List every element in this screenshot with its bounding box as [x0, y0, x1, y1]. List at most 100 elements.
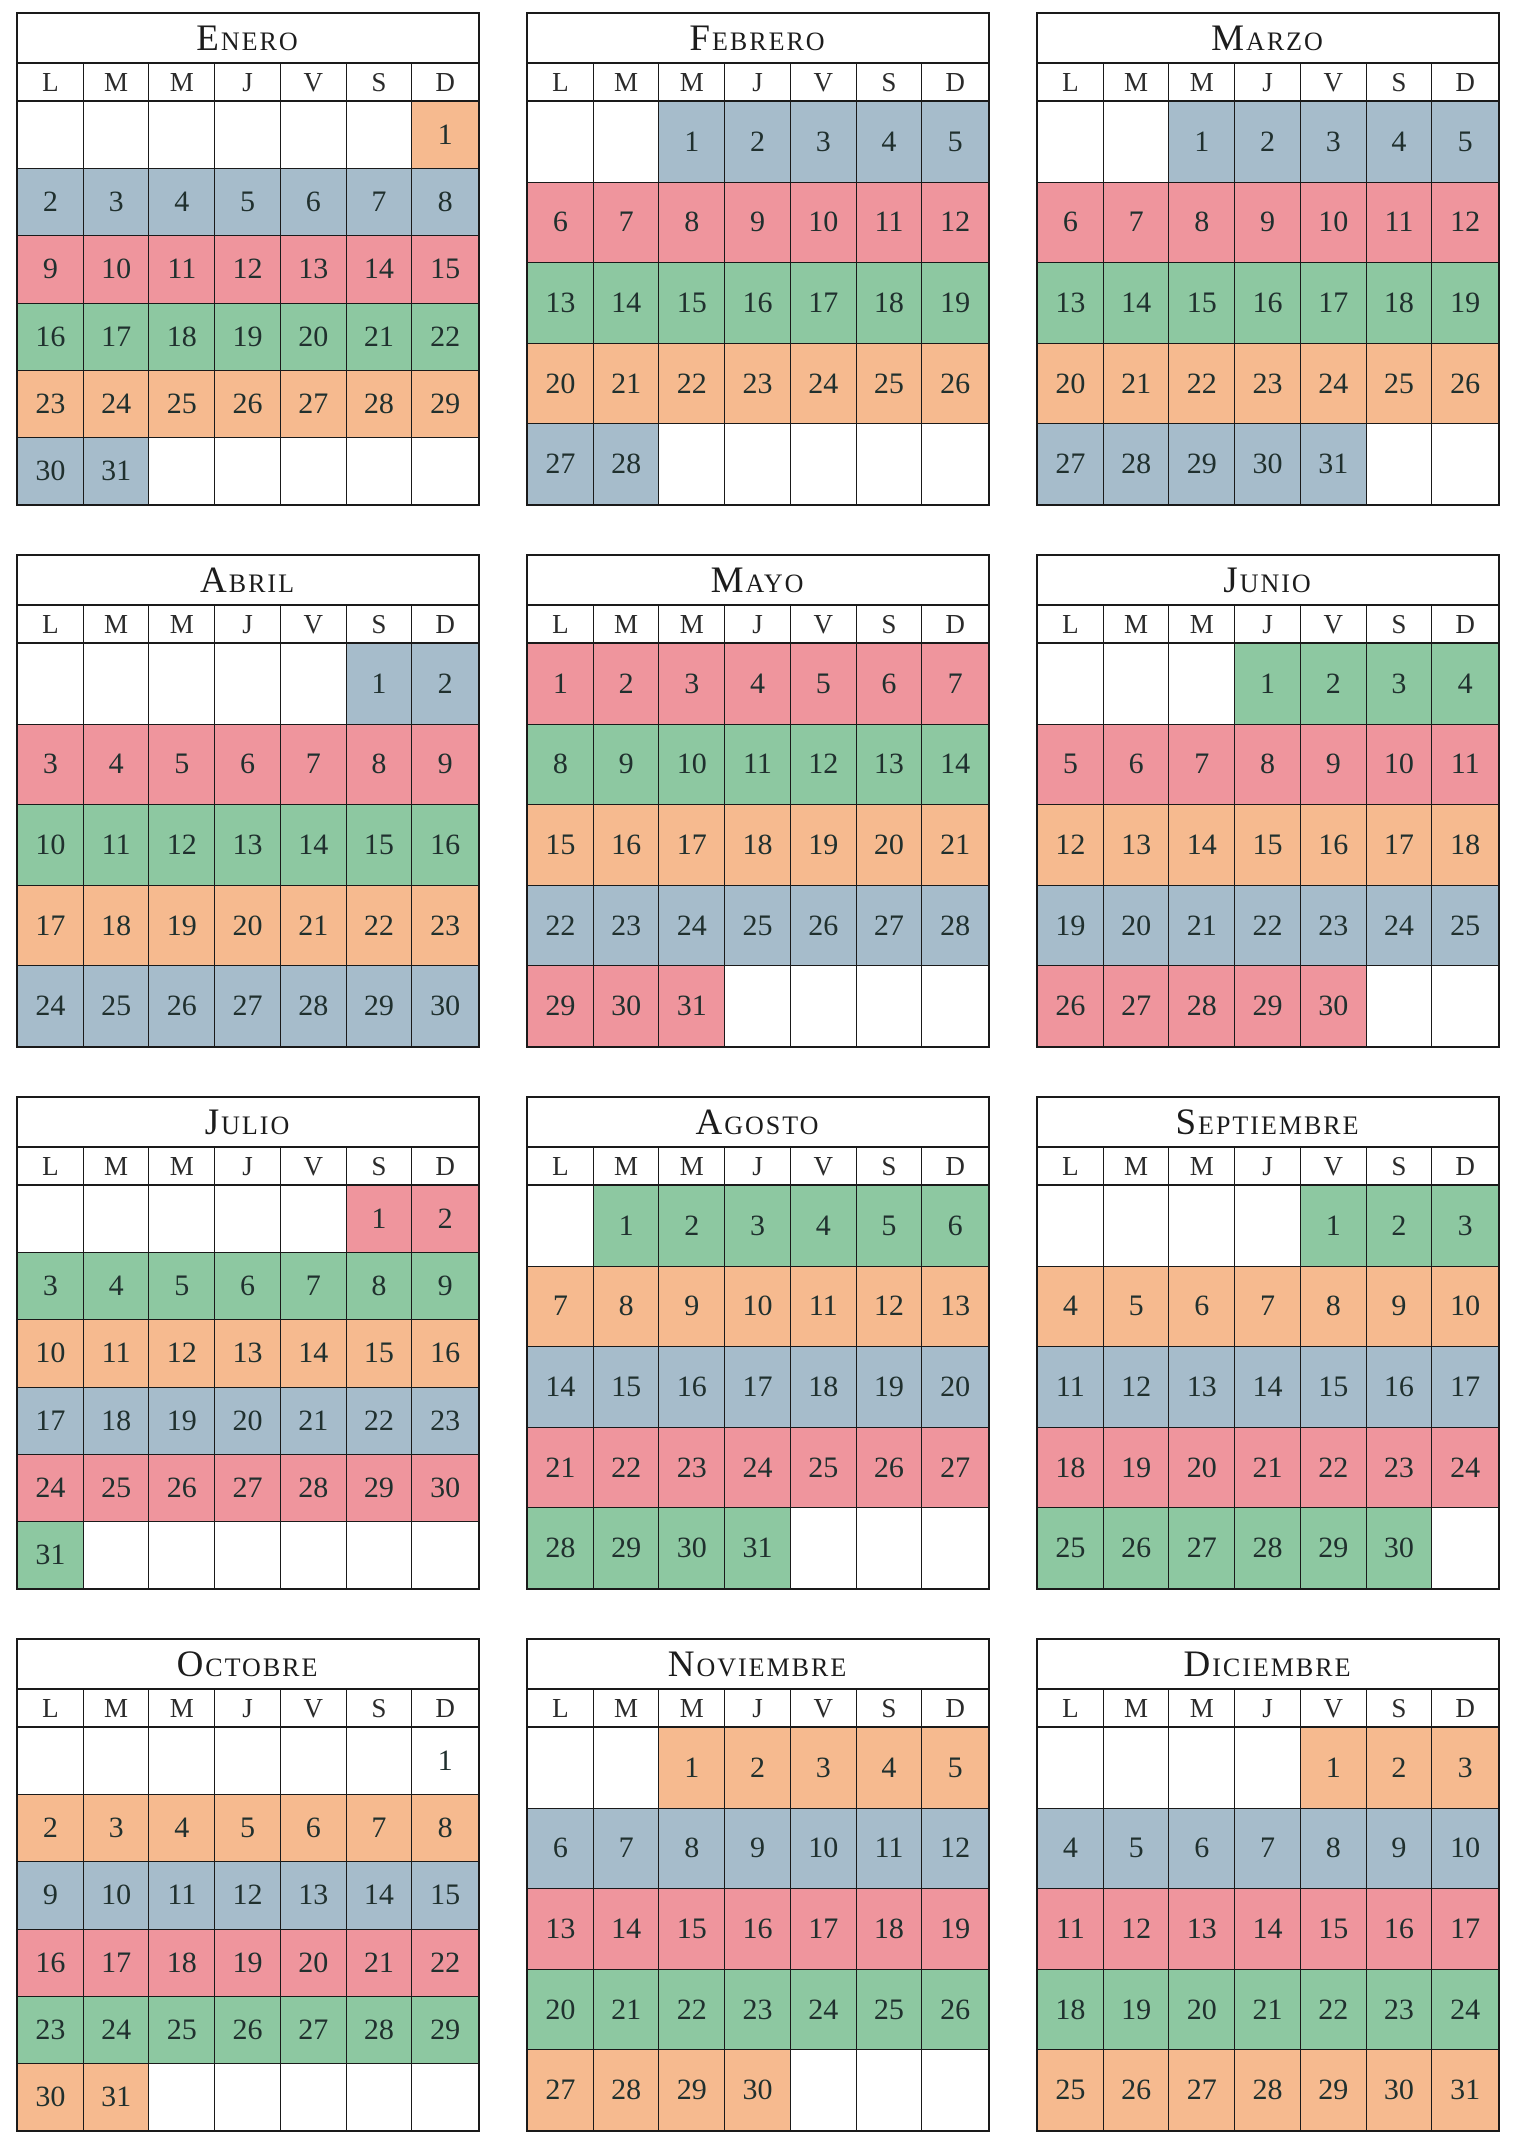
day-cell: 5	[1103, 1808, 1170, 1889]
weeks: 1 2 3 4 5 6 7 8 9 10 11 12 13 14 15 16 17 18 19 20 21 22 23 24 2…	[18, 1186, 478, 1589]
day-cell: 8	[1300, 1808, 1367, 1889]
weeks: 1 2 3 4 5 6 7 8 9 10 11 12 13 14 15 16 17 18 19 20 21 22 23 24 2…	[528, 644, 988, 1046]
week-row: 12 13 14 15 16 17 18	[1038, 805, 1498, 886]
day-cell: 26	[1103, 1508, 1170, 1588]
day-cell: 11	[856, 182, 923, 263]
day-cell: 15	[1300, 1347, 1367, 1427]
week-row: 27 28 29 30 31	[1038, 424, 1498, 504]
day-header-cell: V	[791, 606, 857, 642]
day-cell: 19	[922, 263, 988, 343]
day-cell: 19	[215, 1929, 281, 1996]
day-cell: 5	[215, 169, 281, 236]
day-header-cell: J	[1235, 1148, 1301, 1184]
day-cell: 1	[1235, 644, 1301, 724]
day-cell: 25	[149, 370, 216, 437]
day-cell: 13	[1103, 805, 1170, 885]
week-row: 4 5 6 7 8 9 10	[1038, 1808, 1498, 1890]
day-cell: 26	[922, 1969, 988, 2050]
day-cell: 5	[215, 1795, 281, 1862]
day-cell: 29	[346, 1454, 413, 1521]
day-cell: 2	[1235, 102, 1301, 182]
day-cell: 13	[215, 1320, 281, 1387]
day-cell: 16	[659, 1347, 726, 1427]
day-cell: 7	[528, 1266, 594, 1347]
week-row: 25 26 27 28 29 30 31	[1038, 2050, 1498, 2130]
day-cell: 27	[922, 1427, 988, 1508]
day-cell: 17	[725, 1347, 791, 1427]
empty-day-cell	[412, 2063, 478, 2131]
day-cell: 29	[346, 966, 413, 1046]
day-cell: 21	[346, 1929, 413, 1996]
day-cell: 11	[83, 1320, 150, 1387]
month-title: Marzo	[1038, 14, 1498, 64]
day-cell: 5	[1103, 1266, 1170, 1347]
day-header-cell: M	[1104, 1690, 1170, 1726]
day-header-cell: M	[1169, 606, 1236, 642]
day-cell: 26	[1103, 2050, 1170, 2130]
week-row: 6 7 8 9 10 11 12	[528, 1808, 988, 1890]
month-title: Enero	[18, 14, 478, 64]
day-header-cell: M	[594, 1148, 660, 1184]
day-cell: 22	[528, 885, 594, 966]
day-cell: 13	[1038, 263, 1104, 343]
empty-day-cell	[528, 1186, 594, 1266]
day-cell: 14	[593, 263, 660, 343]
day-header-cell: V	[281, 606, 347, 642]
empty-day-cell	[149, 102, 216, 169]
day-cell: 18	[1432, 805, 1498, 885]
day-header-cell: J	[215, 1690, 281, 1726]
month-title: Junio	[1038, 556, 1498, 606]
day-cell: 17	[659, 805, 726, 885]
day-cell: 4	[725, 644, 791, 724]
empty-day-cell	[1169, 644, 1236, 724]
day-header-cell: J	[725, 64, 791, 100]
day-cell: 16	[1366, 1889, 1433, 1969]
week-row: 11 12 13 14 15 16 17	[1038, 1889, 1498, 1970]
empty-day-cell	[1366, 424, 1433, 504]
day-cell: 6	[1169, 1266, 1236, 1347]
day-cell: 8	[346, 1253, 413, 1320]
day-cell: 28	[1169, 966, 1236, 1046]
empty-day-cell	[215, 1186, 281, 1253]
day-cell: 21	[922, 805, 988, 885]
day-cell: 2	[18, 169, 84, 236]
day-cell: 12	[1432, 182, 1498, 263]
day-cell: 20	[922, 1347, 988, 1427]
day-cell: 2	[18, 1795, 84, 1862]
day-cell: 22	[346, 885, 413, 966]
day-cell: 13	[215, 805, 281, 885]
day-cell: 15	[1235, 805, 1301, 885]
week-row: 20 21 22 23 24 25 26	[1038, 343, 1498, 425]
empty-day-cell	[83, 1186, 150, 1253]
day-cell: 3	[18, 724, 84, 805]
day-cell: 14	[1235, 1347, 1301, 1427]
day-cell: 21	[280, 1387, 347, 1454]
empty-day-cell	[280, 437, 347, 505]
day-cell: 18	[1038, 1969, 1104, 2050]
day-header-cell: L	[18, 64, 84, 100]
day-cell: 10	[790, 182, 857, 263]
day-cell: 20	[280, 303, 347, 370]
day-cell: 6	[528, 1808, 594, 1889]
week-row: 25 26 27 28 29 30	[1038, 1508, 1498, 1588]
day-cell: 22	[1235, 885, 1301, 966]
weeks: 1 2 3 4 5 6 7 8 9 10 11 12 13 14 15 16 17 18 19 20 21 22 23 24 2…	[18, 102, 478, 505]
day-cell: 23	[593, 885, 660, 966]
day-cell: 7	[1169, 724, 1236, 805]
weeks: 1 2 3 4 5 6 7 8 9 10 11 12 13 14 15 16 17 18 19 20 21 22 23 24 2…	[18, 644, 478, 1046]
empty-day-cell	[1366, 966, 1433, 1046]
day-cell: 14	[1169, 805, 1236, 885]
day-cell: 25	[1038, 2050, 1104, 2130]
day-cell: 25	[856, 1969, 923, 2050]
empty-day-cell	[1432, 424, 1498, 504]
day-cell: 6	[528, 182, 594, 263]
